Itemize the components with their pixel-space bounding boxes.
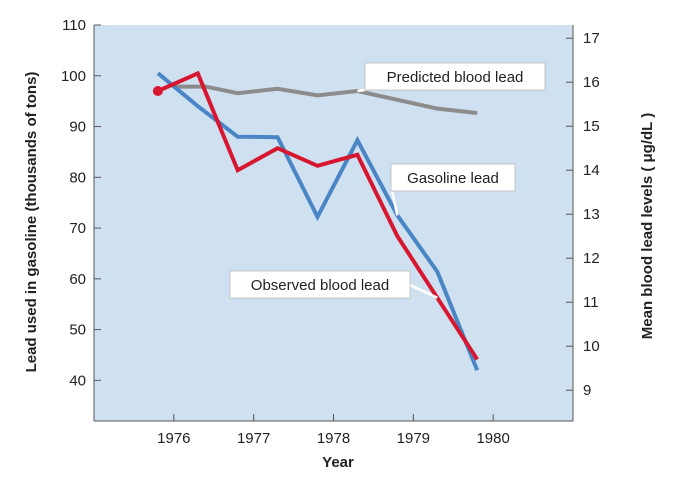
right-axis-title: Mean blood lead levels ( μg/dL ) xyxy=(639,113,656,339)
left-tick-label: 90 xyxy=(69,119,86,136)
right-tick-label: 12 xyxy=(583,250,600,267)
left-tick-label: 40 xyxy=(69,372,86,389)
left-tick-label: 50 xyxy=(69,322,86,339)
left-tick-label: 110 xyxy=(62,17,86,34)
left-axis-ticks: 40 50 60 70 80 90 100 110 xyxy=(61,17,101,389)
plot-area xyxy=(94,25,573,421)
right-tick-label: 13 xyxy=(583,206,600,223)
series-line-observed-blood-lead xyxy=(157,70,479,361)
series-line-predicted-blood-lead xyxy=(173,84,478,115)
callout-box-gasoline-lead xyxy=(390,163,516,192)
right-axis-ticks: 9 10 11 12 13 14 15 16 17 xyxy=(566,30,600,399)
x-tick-label: 1977 xyxy=(237,430,270,447)
right-tick-label: 15 xyxy=(583,118,600,135)
callout-label-predicted-blood-lead: Predicted blood lead xyxy=(387,69,524,86)
callout-connector xyxy=(390,190,399,216)
series-layer xyxy=(152,70,480,371)
right-tick-label: 11 xyxy=(583,294,599,311)
x-tick-label: 1976 xyxy=(157,430,190,447)
callouts: Predicted blood lead Gasoline lead Observe… xyxy=(229,62,546,299)
x-axis-ticks: 1976 1977 1978 1979 1980 xyxy=(157,414,510,447)
callout-label-observed-blood-lead: Observed blood lead xyxy=(251,277,389,294)
left-tick-label: 80 xyxy=(69,169,86,186)
right-tick-label: 14 xyxy=(583,162,600,179)
callout-box-observed-blood-lead xyxy=(229,270,411,299)
observed-start-point xyxy=(152,86,163,96)
x-axis-title: Year xyxy=(322,454,354,471)
left-axis-title: Lead used in gasoline (thousands of tons… xyxy=(23,72,40,373)
right-tick-label: 9 xyxy=(583,382,591,399)
left-tick-label: 70 xyxy=(69,220,86,237)
x-tick-label: 1980 xyxy=(476,430,509,447)
left-tick-label: 60 xyxy=(69,271,86,288)
right-tick-label: 16 xyxy=(583,74,600,91)
callout-label-gasoline-lead: Gasoline lead xyxy=(407,170,499,187)
right-tick-label: 10 xyxy=(583,338,600,355)
right-tick-label: 17 xyxy=(583,30,600,47)
x-tick-label: 1979 xyxy=(397,430,430,447)
series-line-gasoline-lead xyxy=(156,71,480,371)
left-tick-label: 100 xyxy=(61,68,86,85)
callout-box-predicted-blood-lead xyxy=(364,62,546,91)
callout-connector xyxy=(357,88,366,93)
callout-connector xyxy=(409,283,438,299)
x-tick-label: 1978 xyxy=(317,430,350,447)
